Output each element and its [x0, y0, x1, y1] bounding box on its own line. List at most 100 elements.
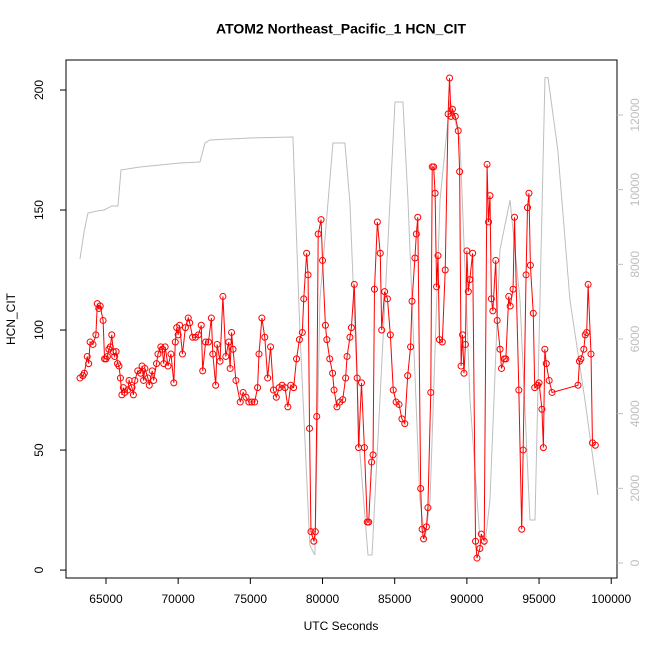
data-point [526, 261, 534, 269]
data-point [422, 523, 430, 531]
data-point [492, 256, 500, 264]
data-point [346, 333, 354, 341]
data-point [498, 364, 506, 372]
data-point [451, 112, 459, 120]
data-point [329, 369, 337, 377]
data-point [339, 396, 347, 404]
data-point [314, 230, 322, 238]
data-point [141, 364, 149, 372]
data-point [459, 331, 467, 339]
data-point [461, 340, 469, 348]
data-point [381, 288, 389, 296]
data-point [412, 230, 420, 238]
data-point [83, 352, 91, 360]
data-point [321, 321, 329, 329]
data-point [524, 204, 532, 212]
data-point [365, 518, 373, 526]
data-point [473, 554, 481, 562]
data-point [430, 163, 438, 171]
data-point [411, 254, 419, 262]
data-point [493, 316, 501, 324]
data-point [269, 386, 277, 394]
y2-tick-label: 10000 [628, 173, 642, 207]
data-point [574, 381, 582, 389]
data-point [236, 398, 244, 406]
data-point [181, 324, 189, 332]
data-point [456, 168, 464, 176]
data-point [212, 381, 220, 389]
data-point [137, 369, 145, 377]
data-point [483, 160, 491, 168]
data-point [330, 386, 338, 394]
data-point [174, 331, 182, 339]
data-point [518, 525, 526, 533]
data-point [264, 374, 272, 382]
data-point [542, 360, 550, 368]
y-tick-label: 0 [32, 566, 46, 573]
data-point [281, 384, 289, 392]
data-point [476, 544, 484, 552]
data-point [587, 350, 595, 358]
data-point [360, 444, 368, 452]
y-axis-label: HCN_CIT [4, 292, 18, 345]
data-point [548, 388, 556, 396]
data-point [213, 340, 221, 348]
data-point [225, 338, 233, 346]
data-point [486, 192, 494, 200]
data-point [303, 249, 311, 257]
data-point [583, 328, 591, 336]
data-point [505, 292, 513, 300]
data-point [116, 374, 124, 382]
data-point [525, 189, 533, 197]
data-point [431, 189, 439, 197]
data-point [489, 307, 497, 315]
y2-tick-label: 2000 [628, 475, 642, 502]
data-point [477, 530, 485, 538]
data-point [323, 336, 331, 344]
x-tick-label: 80000 [306, 592, 340, 606]
data-point [293, 355, 301, 363]
data-point [184, 314, 192, 322]
data-point [408, 297, 416, 305]
data-point [529, 309, 537, 317]
data-point [506, 302, 514, 310]
data-point [154, 350, 162, 358]
series-line [79, 77, 596, 559]
data-point [313, 412, 321, 420]
data-point [92, 331, 100, 339]
data-point [535, 379, 543, 387]
y2-tick-label: 8000 [628, 251, 642, 278]
data-point [487, 295, 495, 303]
data-point [226, 364, 234, 372]
data-point [515, 386, 523, 394]
data-point [448, 105, 456, 113]
data-point [319, 256, 327, 264]
data-point [85, 360, 93, 368]
y2-tick-label: 4000 [628, 400, 642, 427]
data-point [511, 213, 519, 221]
data-point [376, 249, 384, 257]
data-point [463, 247, 471, 255]
data-point [469, 249, 477, 257]
data-point [178, 350, 186, 358]
data-point [207, 314, 215, 322]
data-point [228, 328, 236, 336]
data-point [129, 391, 137, 399]
y-tick-label: 200 [32, 80, 46, 100]
data-point [584, 280, 592, 288]
data-point [502, 355, 510, 363]
data-point [326, 355, 334, 363]
data-point [591, 441, 599, 449]
x-tick-label: 100000 [591, 592, 631, 606]
data-point [420, 535, 428, 543]
data-point [171, 338, 179, 346]
data-point [298, 328, 306, 336]
chart-title: ATOM2 Northeast_Pacific_1 HCN_CIT [216, 21, 466, 37]
data-point [267, 343, 275, 351]
data-point [186, 319, 194, 327]
data-point [353, 374, 361, 382]
data-point [414, 213, 422, 221]
data-point [109, 348, 117, 356]
data-point [295, 336, 303, 344]
